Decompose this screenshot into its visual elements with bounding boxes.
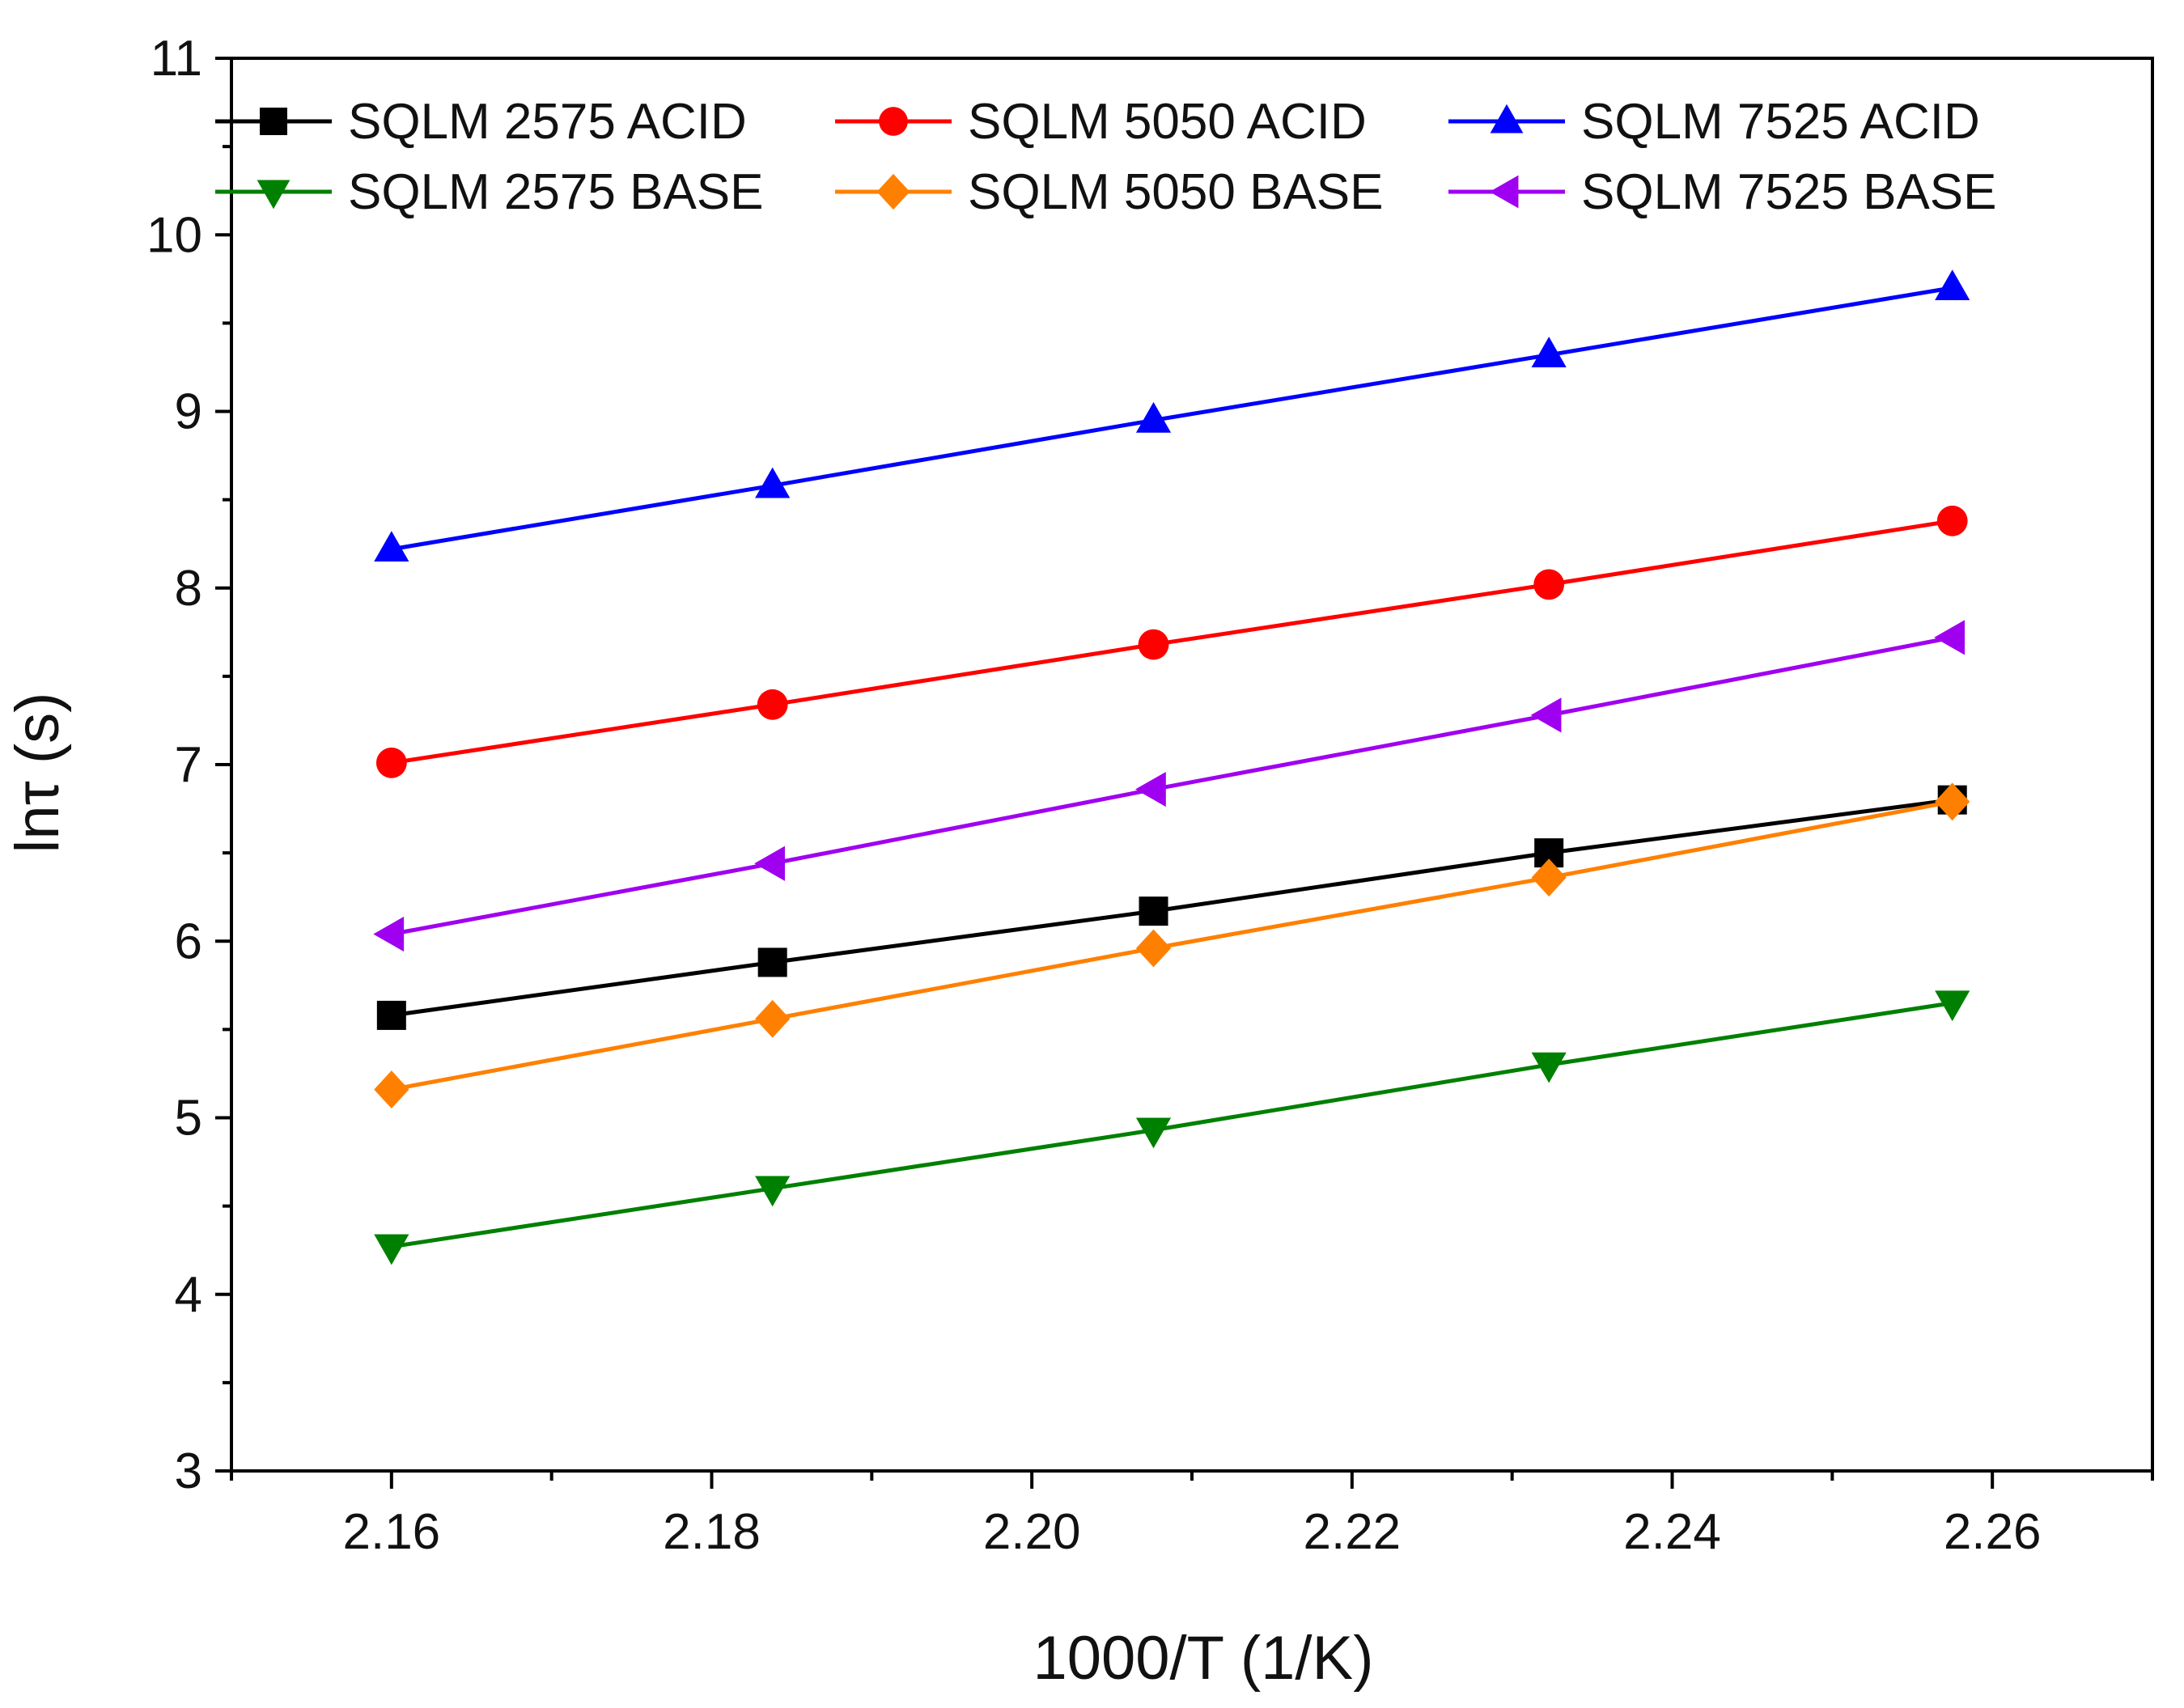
legend-label-5: SQLM 5050 BASE [968,164,1384,220]
x-tick-label-2.20: 2.20 [983,1504,1081,1560]
y-tick-label-6: 6 [175,913,202,969]
data-point-s2-4 [1533,569,1565,600]
legend-label-4: SQLM 2575 BASE [348,164,764,220]
data-point-s6-2 [754,846,785,881]
legend-label-1: SQLM 2575 ACID [348,94,747,150]
data-point-s4-1 [374,1234,409,1265]
data-point-s5-4 [1531,858,1567,897]
data-point-s4-3 [1135,1117,1172,1149]
legend-label-6: SQLM 7525 BASE [1581,164,1997,220]
data-point-s3-5 [1935,269,1970,301]
data-point-s2-1 [375,747,407,778]
data-point-s3-1 [374,531,409,562]
y-tick-label-11: 11 [151,31,202,87]
data-point-s6-5 [1934,620,1966,655]
legend-marker-5 [876,173,910,210]
y-tick-label-3: 3 [175,1443,202,1499]
data-point-s2-3 [1138,629,1169,660]
data-point-s3-3 [1135,401,1172,433]
data-point-s1-3 [1139,896,1168,926]
y-tick-label-5: 5 [175,1091,202,1146]
y-tick-label-8: 8 [175,561,202,617]
data-point-s5-1 [374,1070,409,1108]
data-point-s4-5 [1935,990,1970,1022]
x-tick-label-2.18: 2.18 [663,1504,761,1560]
y-tick-label-9: 9 [175,384,202,440]
legend-marker-3 [1490,104,1524,134]
x-tick-label-2.26: 2.26 [1944,1504,2042,1560]
x-tick-label-2.16: 2.16 [342,1504,440,1560]
legend-marker-1 [260,108,287,135]
data-point-s4-2 [755,1176,791,1207]
data-point-s5-2 [755,999,791,1038]
y-tick-label-7: 7 [175,737,202,793]
data-point-s5-5 [1935,782,1970,821]
legend-label-3: SQLM 7525 ACID [1581,94,1980,150]
data-point-s3-2 [755,467,791,498]
x-tick-label-2.22: 2.22 [1303,1504,1401,1560]
data-point-s1-2 [757,947,787,977]
legend-marker-6 [1489,175,1519,209]
data-point-s6-4 [1530,697,1562,733]
y-axis-title: lnτ (s) [3,693,72,854]
legend-marker-2 [879,107,908,136]
legend-marker-4 [257,180,290,210]
data-point-s6-1 [373,916,405,952]
x-axis-title: 1000/T (1/K) [1033,1624,1373,1693]
data-point-s1-1 [376,1000,406,1030]
x-tick-label-2.24: 2.24 [1623,1504,1721,1560]
y-tick-label-10: 10 [146,207,202,263]
data-point-s3-4 [1531,337,1567,367]
data-point-s5-3 [1135,929,1172,968]
data-point-s2-2 [757,689,788,720]
data-point-s4-4 [1531,1052,1567,1083]
y-tick-label-4: 4 [175,1267,202,1323]
data-point-s2-5 [1936,505,1968,536]
legend-label-2: SQLM 5050 ACID [968,94,1367,150]
data-point-s6-3 [1135,771,1166,807]
